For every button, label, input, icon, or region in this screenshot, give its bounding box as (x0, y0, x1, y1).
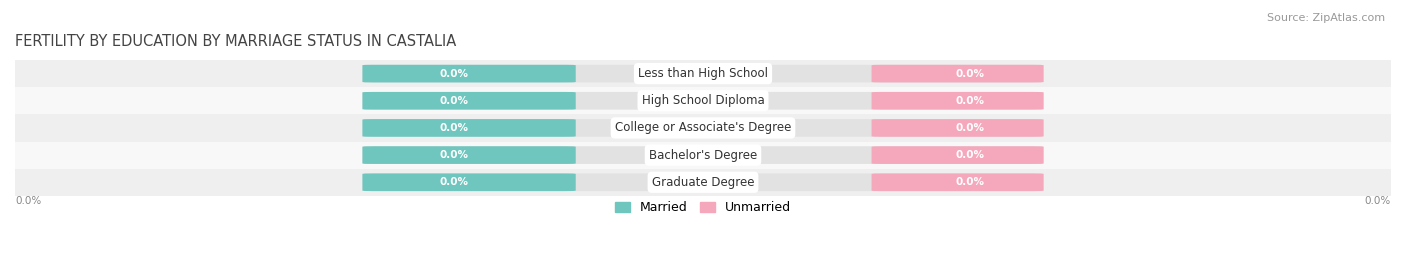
FancyBboxPatch shape (363, 119, 1043, 137)
Text: 0.0%: 0.0% (439, 123, 468, 133)
Text: 0.0%: 0.0% (439, 96, 468, 106)
Text: 0.0%: 0.0% (955, 177, 984, 187)
Text: Bachelor's Degree: Bachelor's Degree (650, 148, 756, 162)
FancyBboxPatch shape (363, 65, 575, 82)
FancyBboxPatch shape (363, 119, 575, 137)
FancyBboxPatch shape (363, 174, 575, 191)
Bar (15, 141, 1391, 169)
FancyBboxPatch shape (363, 65, 1043, 82)
FancyBboxPatch shape (872, 92, 1043, 109)
FancyBboxPatch shape (363, 146, 575, 164)
Bar (15, 60, 1391, 87)
FancyBboxPatch shape (363, 92, 1043, 109)
FancyBboxPatch shape (363, 92, 575, 109)
Text: High School Diploma: High School Diploma (641, 94, 765, 107)
FancyBboxPatch shape (363, 146, 1043, 164)
Text: FERTILITY BY EDUCATION BY MARRIAGE STATUS IN CASTALIA: FERTILITY BY EDUCATION BY MARRIAGE STATU… (15, 34, 457, 49)
FancyBboxPatch shape (872, 65, 1043, 82)
Text: 0.0%: 0.0% (15, 196, 41, 206)
Text: Graduate Degree: Graduate Degree (652, 176, 754, 189)
Text: 0.0%: 0.0% (439, 150, 468, 160)
Bar (15, 114, 1391, 141)
Text: College or Associate's Degree: College or Associate's Degree (614, 121, 792, 134)
FancyBboxPatch shape (363, 174, 1043, 191)
FancyBboxPatch shape (872, 174, 1043, 191)
Text: 0.0%: 0.0% (1365, 196, 1391, 206)
Text: 0.0%: 0.0% (439, 177, 468, 187)
Text: 0.0%: 0.0% (955, 123, 984, 133)
Text: 0.0%: 0.0% (955, 96, 984, 106)
Text: 0.0%: 0.0% (439, 69, 468, 79)
Text: Source: ZipAtlas.com: Source: ZipAtlas.com (1267, 13, 1385, 23)
FancyBboxPatch shape (872, 119, 1043, 137)
Bar (15, 87, 1391, 114)
Text: 0.0%: 0.0% (955, 69, 984, 79)
Legend: Married, Unmarried: Married, Unmarried (610, 196, 796, 220)
Bar (15, 169, 1391, 196)
Text: Less than High School: Less than High School (638, 67, 768, 80)
Text: 0.0%: 0.0% (955, 150, 984, 160)
FancyBboxPatch shape (872, 146, 1043, 164)
